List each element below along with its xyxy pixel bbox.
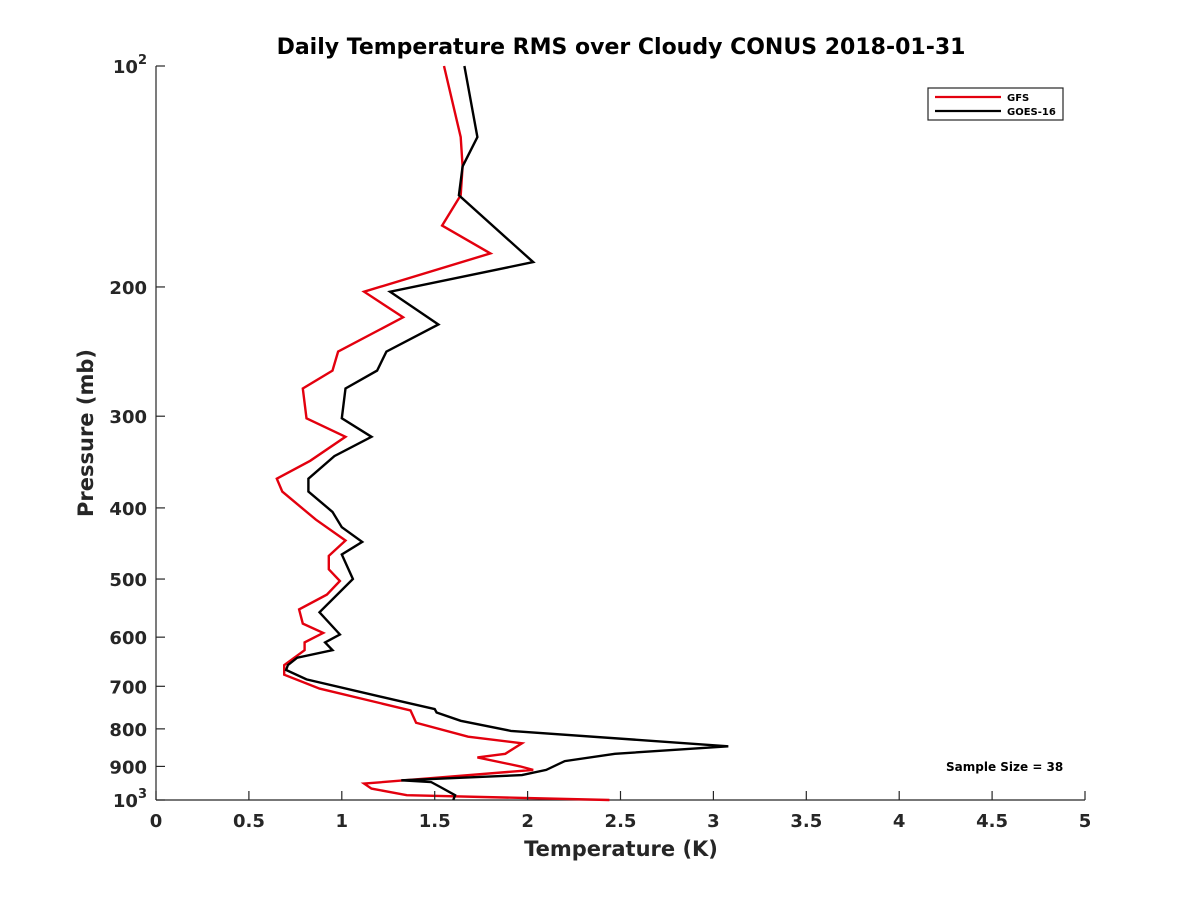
x-tick-label: 4 xyxy=(893,811,906,832)
y-tick-label: 400 xyxy=(109,499,147,520)
chart-title: Daily Temperature RMS over Cloudy CONUS … xyxy=(277,35,966,60)
legend: GFS GOES-16 xyxy=(927,87,1064,121)
y-tick-label: 800 xyxy=(109,720,147,741)
legend-label-gfs: GFS xyxy=(1007,93,1029,104)
x-tick-label: 2 xyxy=(521,811,534,832)
x-tick-label: 0.5 xyxy=(233,811,265,832)
y-axis-label: Pressure (mb) xyxy=(74,349,98,517)
series-line-gfs xyxy=(275,65,610,802)
y-tick-base: 500 xyxy=(109,570,147,591)
x-axis-ticks: 0 0.5 1 1.5 2 2.5 3 3.5 4 4.5 5 xyxy=(150,791,1092,832)
x-tick-label: 5 xyxy=(1079,811,1092,832)
x-tick-label: 0 xyxy=(150,811,163,832)
y-tick-exponent: 3 xyxy=(138,787,147,802)
y-tick-base: 600 xyxy=(109,628,147,649)
x-tick-label: 2.5 xyxy=(605,811,637,832)
y-tick-base: 700 xyxy=(109,677,147,698)
x-axis-label: Temperature (K) xyxy=(524,837,718,861)
y-tick-label: 300 xyxy=(109,407,147,428)
sample-size-annotation: Sample Size = 38 xyxy=(946,760,1063,774)
y-tick-base: 10 xyxy=(113,57,138,78)
plot-area xyxy=(155,65,1085,802)
series-layer xyxy=(275,65,729,802)
y-tick-base: 900 xyxy=(109,757,147,778)
x-tick-label: 1 xyxy=(336,811,349,832)
y-tick-base: 300 xyxy=(109,407,147,428)
y-tick-label: 700 xyxy=(109,677,147,698)
y-tick-exponent: 2 xyxy=(138,53,147,68)
y-tick-label: 500 xyxy=(109,570,147,591)
y-tick-label: 103 xyxy=(113,787,147,812)
series-line-goes16 xyxy=(284,65,729,801)
y-tick-base: 400 xyxy=(109,499,147,520)
x-tick-label: 3.5 xyxy=(790,811,822,832)
y-tick-label: 600 xyxy=(109,628,147,649)
y-tick-base: 800 xyxy=(109,720,147,741)
x-tick-label: 4.5 xyxy=(976,811,1008,832)
y-tick-base: 200 xyxy=(109,278,147,299)
y-tick-base: 10 xyxy=(113,791,138,812)
y-tick-label: 200 xyxy=(109,278,147,299)
x-tick-label: 1.5 xyxy=(419,811,451,832)
legend-label-goes16: GOES-16 xyxy=(1007,107,1056,118)
legend-box xyxy=(927,87,1064,121)
y-tick-label: 900 xyxy=(109,757,147,778)
y-tick-label: 102 xyxy=(113,53,147,78)
x-tick-label: 3 xyxy=(707,811,720,832)
